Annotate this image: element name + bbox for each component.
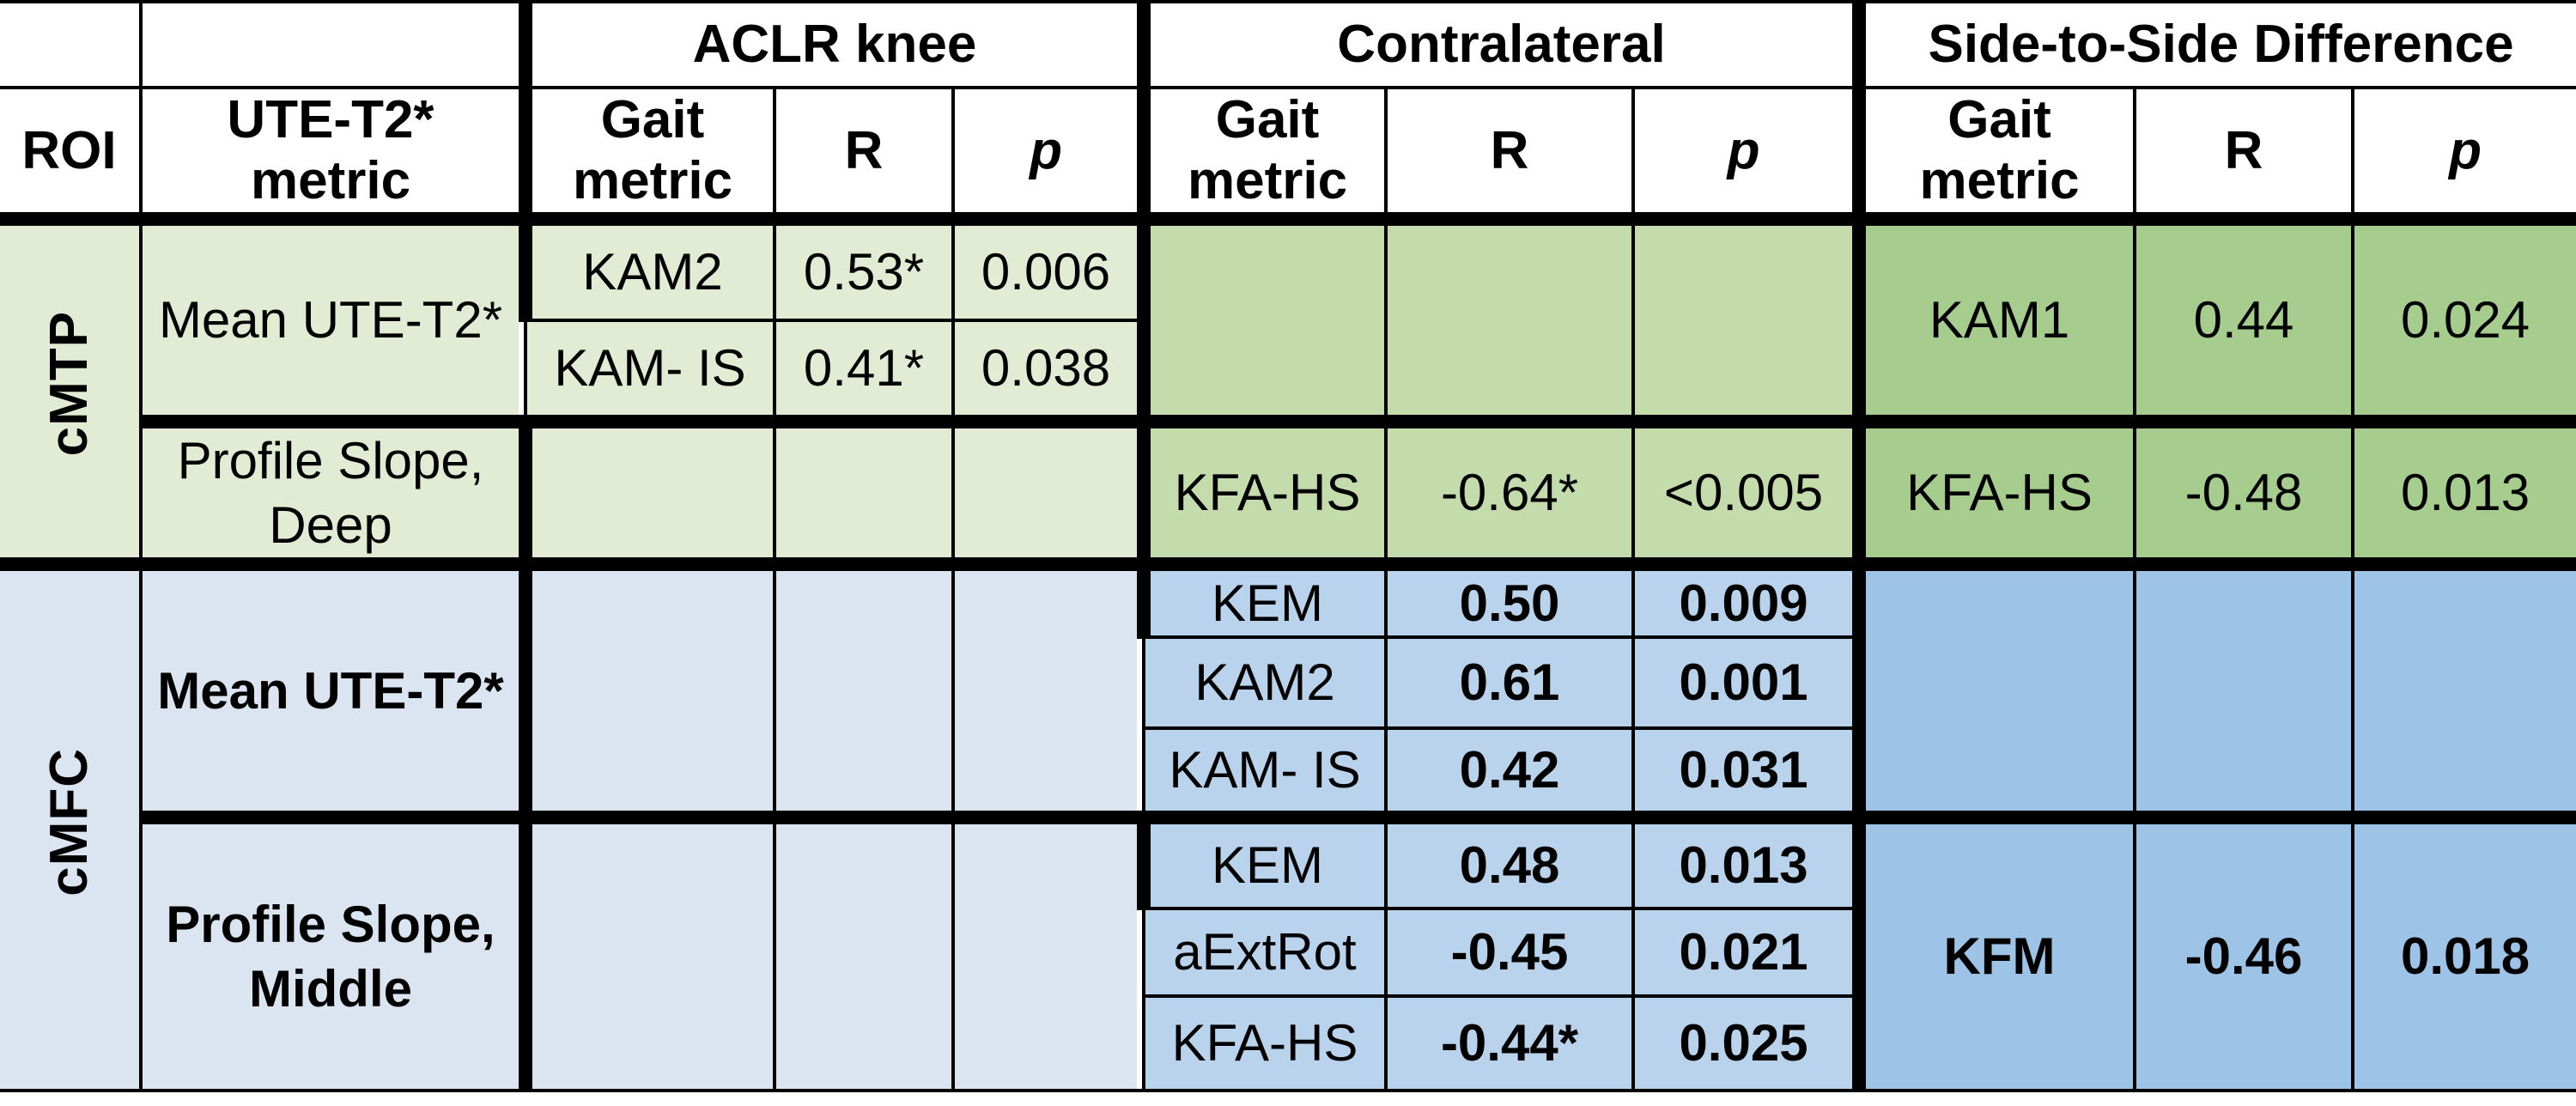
r-value-cell: -0.45 bbox=[1384, 906, 1636, 998]
p-value-cell: 0.009 bbox=[1631, 556, 1862, 639]
p-value-cell: 0.001 bbox=[1631, 635, 1862, 730]
roi-group-cell-cmfc: cMFC bbox=[0, 556, 143, 1092]
p-value-cell: 0.006 bbox=[951, 211, 1146, 322]
col-header-gait-contra: Gait metric bbox=[1137, 86, 1388, 221]
p-value-cell: 0.018 bbox=[2351, 810, 2576, 1092]
table-row-cmfc-profile-kem: Profile Slope, Middle KEM 0.48 0.013 KFM… bbox=[0, 810, 2576, 1092]
p-value-cell: <0.005 bbox=[1631, 414, 1862, 566]
group-header-row: ACLR knee Contralateral Side-to-Side Dif… bbox=[0, 0, 2576, 89]
r-value-cell: -0.48 bbox=[2133, 414, 2355, 566]
empty-cell bbox=[519, 556, 776, 819]
gait-cell: KFA-HS bbox=[1137, 414, 1388, 566]
table-row-cmfc-profile-kfahs: KFA-HS -0.44* 0.025 bbox=[0, 994, 2576, 1092]
ute-metric-cell-cmtp-mean: Mean UTE-T2* bbox=[139, 211, 527, 423]
col-header-r-s2s: R bbox=[2133, 86, 2355, 221]
empty-cell bbox=[2351, 556, 2576, 819]
table-row-cmfc-mean-kamis: KAM- IS 0.42 0.031 bbox=[0, 726, 2576, 819]
r-value-cell: 0.41* bbox=[773, 318, 955, 423]
col-header-p-contra: p bbox=[1631, 86, 1862, 221]
col-header-gait-s2s: Gait metric bbox=[1852, 86, 2137, 221]
empty-cell bbox=[951, 810, 1146, 1092]
empty-cell bbox=[519, 414, 776, 566]
table-row-cmtp-profile-deep: Profile Slope, Deep KFA-HS -0.64* <0.005… bbox=[0, 414, 2576, 566]
roi-label-cmfc: cMFC bbox=[39, 748, 99, 896]
gait-cell: aExtRot bbox=[1142, 906, 1388, 998]
ute-metric-cell-cmtp-profile: Profile Slope, Deep bbox=[139, 414, 527, 566]
r-value-cell: 0.42 bbox=[1384, 726, 1636, 819]
gait-cell: KAM- IS bbox=[1142, 726, 1388, 819]
r-value-cell: 0.44 bbox=[2133, 211, 2355, 423]
table-row-cmfc-mean-kem: cMFC Mean UTE-T2* KEM 0.50 0.009 bbox=[0, 556, 2576, 1092]
table-row-cmfc-mean-kam2: KAM2 0.61 0.001 bbox=[0, 635, 2576, 730]
p-value-cell: 0.025 bbox=[1631, 994, 1862, 1092]
empty-cell bbox=[2133, 556, 2355, 819]
gait-cell: KAM2 bbox=[1142, 635, 1388, 730]
empty-cell bbox=[951, 556, 1146, 819]
empty-cell bbox=[1631, 211, 1862, 423]
p-value-cell: 0.013 bbox=[1631, 810, 1862, 910]
empty-cell bbox=[1137, 211, 1388, 423]
corner-blank-ute bbox=[139, 0, 527, 89]
empty-cell bbox=[519, 810, 776, 1092]
gait-cell: KAM- IS bbox=[524, 318, 776, 423]
gait-cell: KEM bbox=[1137, 810, 1388, 910]
r-value-cell: -0.44* bbox=[1384, 994, 1636, 1092]
empty-cell bbox=[773, 556, 955, 819]
r-value-cell: 0.53* bbox=[773, 211, 955, 322]
col-header-r-contra: R bbox=[1384, 86, 1636, 221]
table-row-cmtp-mean-kam2: cMTP Mean UTE-T2* KAM2 0.53* 0.006 KAM1 … bbox=[0, 211, 2576, 566]
empty-cell bbox=[773, 414, 955, 566]
p-value-cell: 0.013 bbox=[2351, 414, 2576, 566]
table-row-cmfc-profile-aextrot: aExtRot -0.45 0.021 bbox=[0, 906, 2576, 998]
empty-cell bbox=[1384, 211, 1636, 423]
col-header-r-aclr: R bbox=[773, 86, 955, 221]
roi-label-cmtp: cMTP bbox=[39, 311, 99, 457]
empty-cell bbox=[773, 810, 955, 1092]
group-header-contralateral: Contralateral bbox=[1137, 0, 1862, 89]
p-value-cell: 0.024 bbox=[2351, 211, 2576, 423]
ute-metric-cell-cmfc-mean: Mean UTE-T2* bbox=[139, 556, 527, 819]
table-row-cmtp-mean-kamis: KAM- IS 0.41* 0.038 bbox=[0, 318, 2576, 423]
gait-cell: KFA-HS bbox=[1852, 414, 2137, 566]
empty-cell bbox=[1852, 556, 2137, 819]
col-header-gait-aclr: Gait metric bbox=[519, 86, 776, 221]
roi-group-cell-cmtp: cMTP bbox=[0, 211, 143, 566]
corner-blank-roi bbox=[0, 0, 143, 89]
gait-cell: KFA-HS bbox=[1142, 994, 1388, 1092]
group-header-aclr-knee: ACLR knee bbox=[518, 0, 1146, 89]
group-header-side-to-side: Side-to-Side Difference bbox=[1852, 0, 2576, 89]
gait-cell: KFM bbox=[1852, 810, 2137, 1092]
r-value-cell: 0.48 bbox=[1384, 810, 1636, 910]
gait-cell: KAM2 bbox=[519, 211, 776, 322]
r-value-cell: 0.50 bbox=[1384, 556, 1636, 639]
col-header-p-s2s: p bbox=[2351, 86, 2576, 221]
empty-cell bbox=[951, 414, 1146, 566]
col-header-roi: ROI bbox=[0, 86, 143, 221]
p-value-cell: 0.031 bbox=[1631, 726, 1862, 819]
r-value-cell: -0.46 bbox=[2133, 810, 2355, 1092]
p-value-cell: 0.038 bbox=[951, 318, 1146, 423]
col-header-ute-metric: UTE-T2* metric bbox=[139, 86, 527, 221]
gait-cell: KAM1 bbox=[1852, 211, 2137, 423]
ute-metric-cell-cmfc-profile: Profile Slope, Middle bbox=[139, 810, 527, 1092]
r-value-cell: 0.61 bbox=[1384, 635, 1636, 730]
p-value-cell: 0.021 bbox=[1631, 906, 1862, 998]
gait-cell: KEM bbox=[1137, 556, 1388, 639]
col-header-p-aclr: p bbox=[951, 86, 1146, 221]
column-header-row: ROI UTE-T2* metric Gait metric R p Gait … bbox=[0, 86, 2576, 221]
r-value-cell: -0.64* bbox=[1384, 414, 1636, 566]
